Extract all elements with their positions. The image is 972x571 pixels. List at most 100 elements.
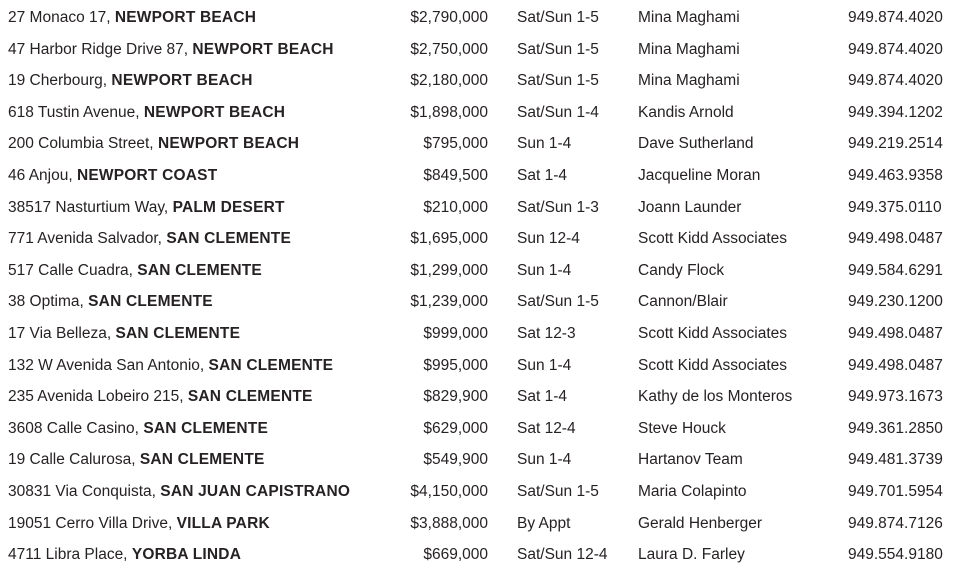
street-text: 17 Via Belleza,	[8, 324, 112, 342]
listing-open-times: Sun 1-4	[517, 135, 572, 153]
listing-price: $549,900	[423, 451, 488, 469]
street-text: 4711 Libra Place,	[8, 546, 128, 564]
city-text: SAN CLEMENTE	[88, 293, 213, 311]
listing-open-times: Sat/Sun 1-5	[517, 482, 599, 500]
listing-address: 27 Monaco 17, NEWPORT BEACH	[0, 2, 395, 34]
listing-phone: 949.219.2514	[848, 135, 943, 153]
listing-phone: 949.463.9358	[848, 167, 943, 185]
listing-phone: 949.361.2850	[848, 419, 943, 437]
street-text: 771 Avenida Salvador,	[8, 230, 162, 248]
street-text: 47 Harbor Ridge Drive 87,	[8, 40, 189, 58]
city-text: SAN CLEMENTE	[166, 230, 291, 248]
listing-price: $4,150,000	[410, 482, 488, 500]
listing-row: 771 Avenida Salvador, SAN CLEMENTE $1,695…	[0, 223, 972, 255]
listing-price: $1,299,000	[410, 261, 488, 279]
city-text: SAN CLEMENTE	[139, 451, 265, 469]
street-text: 38 Optima,	[8, 293, 84, 311]
street-text: 38517 Nasturtium Way,	[8, 198, 169, 216]
listing-agent: Candy Flock	[638, 261, 725, 279]
street-text: 618 Tustin Avenue,	[8, 103, 140, 121]
listing-phone: 949.874.4020	[848, 40, 943, 58]
listing-price: $2,750,000	[410, 40, 488, 58]
street-text: 27 Monaco 17,	[8, 9, 111, 27]
listing-address: 30831 Via Conquista, SAN JUAN CAPISTRANO	[0, 476, 395, 508]
listing-open-times: Sat/Sun 1-4	[517, 103, 599, 121]
listing-row: 618 Tustin Avenue, NEWPORT BEACH $1,898,0…	[0, 97, 972, 129]
city-text: VILLA PARK	[176, 514, 270, 532]
listing-row: 132 W Avenida San Antonio, SAN CLEMENTE $…	[0, 350, 972, 382]
street-text: 19 Calle Calurosa,	[8, 451, 136, 469]
street-text: 3608 Calle Casino,	[8, 419, 139, 437]
city-text: SAN JUAN CAPISTRANO	[160, 482, 351, 500]
street-text: 19 Cherbourg,	[8, 72, 108, 90]
listing-row: 38 Optima, SAN CLEMENTE $1,239,000 Sat/Su…	[0, 286, 972, 318]
listing-address: 618 Tustin Avenue, NEWPORT BEACH	[0, 97, 395, 129]
listing-row: 47 Harbor Ridge Drive 87, NEWPORT BEACH $…	[0, 34, 972, 66]
listing-row: 517 Calle Cuadra, SAN CLEMENTE $1,299,000…	[0, 255, 972, 287]
city-text: NEWPORT BEACH	[114, 9, 257, 27]
listing-address: 19051 Cerro Villa Drive, VILLA PARK	[0, 508, 395, 540]
listing-address: 132 W Avenida San Antonio, SAN CLEMENTE	[0, 350, 395, 382]
listing-phone: 949.481.3739	[848, 451, 943, 469]
street-text: 200 Columbia Street,	[8, 135, 154, 153]
listing-agent: Scott Kidd Associates	[638, 324, 788, 342]
listing-row: 4711 Libra Place, YORBA LINDA $669,000 Sa…	[0, 539, 972, 571]
city-text: SAN CLEMENTE	[115, 324, 241, 342]
listing-open-times: Sat/Sun 1-5	[517, 72, 599, 90]
listing-open-times: Sat/Sun 12-4	[517, 546, 608, 564]
listing-address: 200 Columbia Street, NEWPORT BEACH	[0, 128, 395, 160]
listing-price: $3,888,000	[410, 514, 488, 532]
city-text: NEWPORT BEACH	[157, 135, 300, 153]
listing-price: $210,000	[423, 198, 488, 216]
listing-price: $629,000	[423, 419, 488, 437]
listing-open-times: Sun 1-4	[517, 451, 572, 469]
listing-row: 27 Monaco 17, NEWPORT BEACH $2,790,000 Sa…	[0, 2, 972, 34]
listing-price: $2,180,000	[410, 72, 488, 90]
listing-agent: Cannon/Blair	[638, 293, 728, 311]
listing-phone: 949.394.1202	[848, 103, 943, 121]
listing-agent: Kathy de los Monteros	[638, 388, 793, 406]
listing-row: 3608 Calle Casino, SAN CLEMENTE $629,000 …	[0, 413, 972, 445]
listing-agent: Scott Kidd Associates	[638, 356, 788, 374]
listing-phone: 949.701.5954	[848, 482, 943, 500]
listing-agent: Mina Maghami	[638, 9, 740, 27]
listing-phone: 949.874.7126	[848, 514, 943, 532]
listing-price: $1,898,000	[410, 103, 488, 121]
listing-phone: 949.874.4020	[848, 9, 943, 27]
city-text: SAN CLEMENTE	[208, 356, 334, 374]
listing-agent: Maria Colapinto	[638, 482, 747, 500]
listing-address: 771 Avenida Salvador, SAN CLEMENTE	[0, 223, 395, 255]
city-text: SAN CLEMENTE	[187, 388, 313, 406]
city-text: NEWPORT COAST	[76, 167, 218, 185]
listing-phone: 949.498.0487	[848, 324, 943, 342]
city-text: NEWPORT BEACH	[111, 72, 253, 90]
listing-address: 517 Calle Cuadra, SAN CLEMENTE	[0, 255, 395, 287]
listing-open-times: Sun 1-4	[517, 356, 572, 374]
listing-row: 30831 Via Conquista, SAN JUAN CAPISTRANO …	[0, 476, 972, 508]
listing-open-times: By Appt	[517, 514, 571, 532]
listing-open-times: Sat 1-4	[517, 388, 567, 406]
city-text: YORBA LINDA	[131, 546, 242, 564]
listing-open-times: Sun 1-4	[517, 261, 572, 279]
listing-agent: Mina Maghami	[638, 40, 740, 58]
listing-price: $849,500	[423, 167, 488, 185]
street-text: 235 Avenida Lobeiro 215,	[8, 388, 184, 406]
listing-agent: Laura D. Farley	[638, 546, 745, 564]
listing-phone: 949.554.9180	[848, 546, 943, 564]
listing-phone: 949.498.0487	[848, 356, 943, 374]
listing-open-times: Sat/Sun 1-5	[517, 40, 599, 58]
listing-price: $1,239,000	[410, 293, 488, 311]
listing-phone: 949.498.0487	[848, 230, 943, 248]
listing-open-times: Sat 12-4	[517, 419, 576, 437]
listing-agent: Hartanov Team	[638, 451, 743, 469]
listing-phone: 949.584.6291	[848, 261, 943, 279]
listing-agent: Mina Maghami	[638, 72, 740, 90]
street-text: 517 Calle Cuadra,	[8, 261, 133, 279]
street-text: 46 Anjou,	[8, 167, 73, 185]
listing-row: 19 Calle Calurosa, SAN CLEMENTE $549,900 …	[0, 444, 972, 476]
listing-row: 19051 Cerro Villa Drive, VILLA PARK $3,88…	[0, 508, 972, 540]
listing-row: 38517 Nasturtium Way, PALM DESERT $210,00…	[0, 192, 972, 224]
listing-row: 200 Columbia Street, NEWPORT BEACH $795,0…	[0, 128, 972, 160]
city-text: PALM DESERT	[172, 198, 285, 216]
